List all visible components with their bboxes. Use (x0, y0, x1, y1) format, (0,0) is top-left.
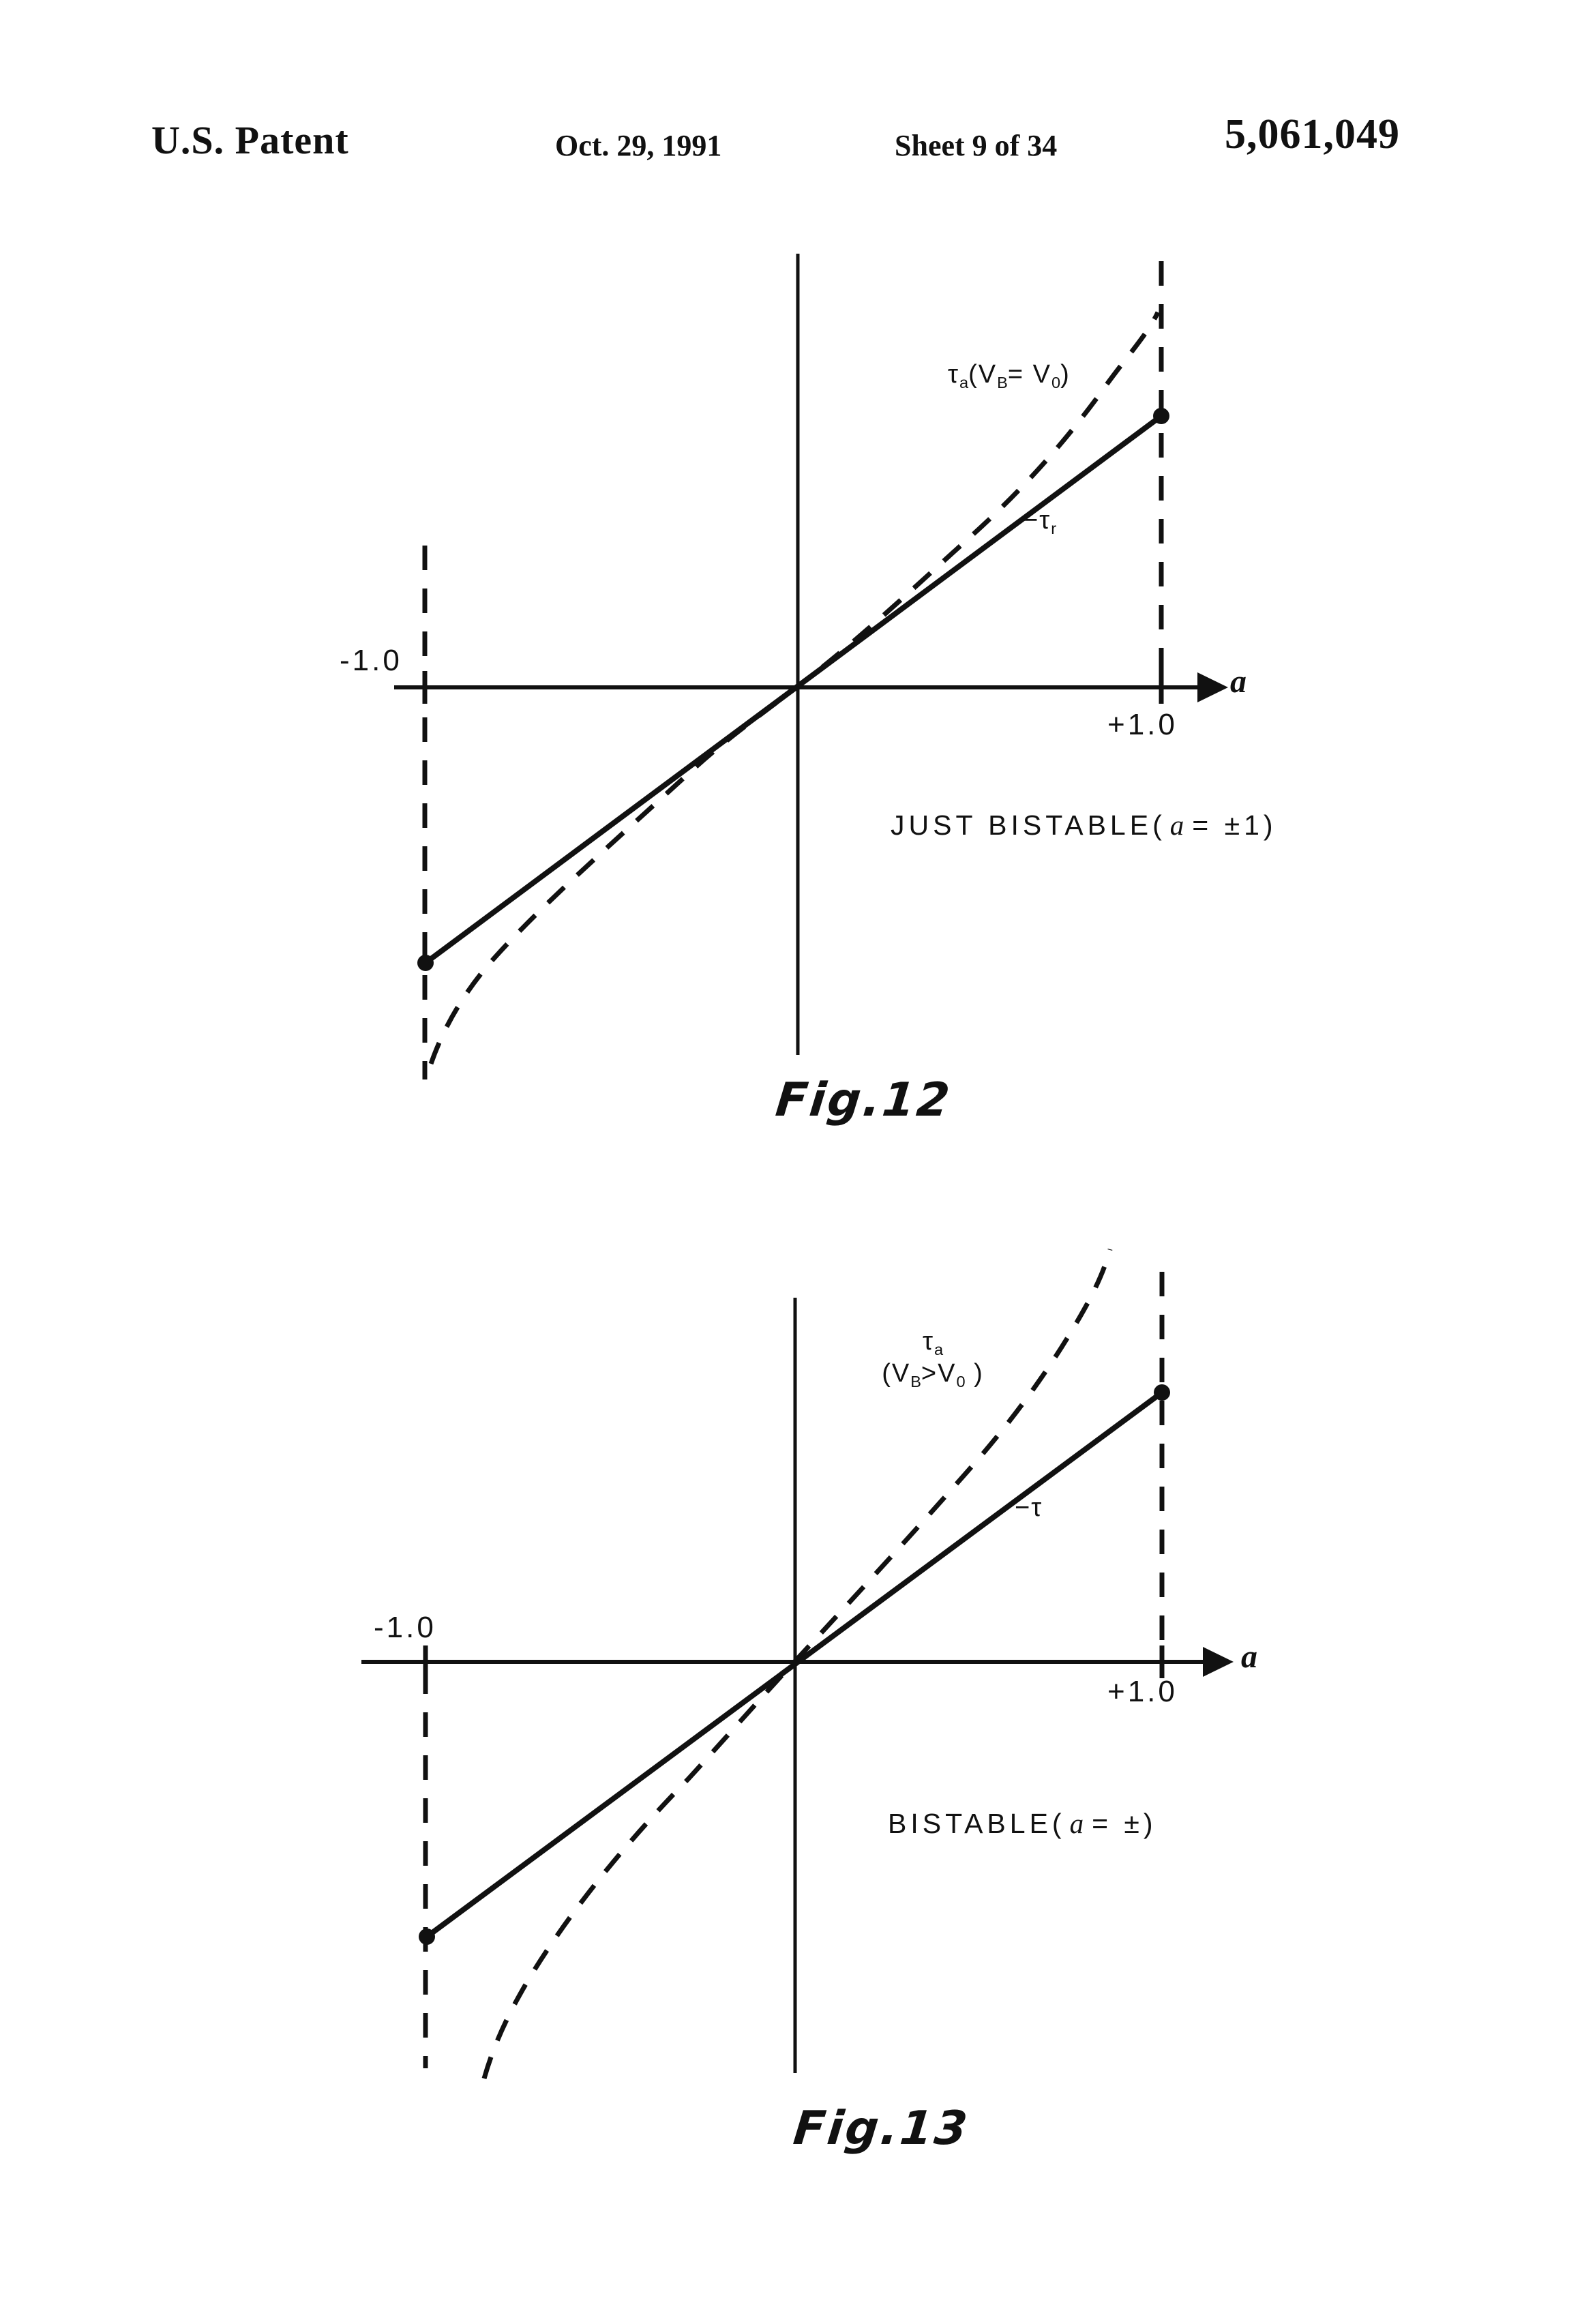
fig13-curve-label-tau: τ (922, 1327, 934, 1356)
fig13-solid-line-tau (425, 1390, 1164, 1939)
fig13-line-label: −τ (1015, 1493, 1043, 1525)
patent-header-date: Oct. 29, 1991 (555, 129, 722, 162)
fig13-plot (361, 1249, 1234, 2079)
fig13-endpoint-dot-left (419, 1928, 435, 1945)
fig13-curve-label: τa (VB>V0 ) (851, 1327, 1015, 1391)
fig12-dashed-curve-tau-a (428, 311, 1161, 1065)
fig12-tick-label-left: -1.0 (340, 644, 402, 677)
fig12-caption: Fig.12 (773, 1073, 955, 1127)
fig12-plot (394, 254, 1228, 1079)
fig12-endpoint-dot-right (1153, 408, 1169, 424)
fig12-curve-label-sub-b: B (997, 374, 1008, 392)
fig13-line-label-text: −τ (1015, 1493, 1043, 1522)
fig13-curve-label-p3: ) (965, 1359, 984, 1388)
fig12-curve-label-p1: (V (968, 360, 998, 389)
patent-header-title: U.S. Patent (151, 118, 349, 162)
fig12-line-label-sub: r (1051, 520, 1057, 538)
fig13-tick-label-right: +1.0 (1107, 1675, 1178, 1708)
fig13-curve-label-tau-sub: a (934, 1341, 944, 1359)
fig12-curve-label: τa(VB= V0) (948, 360, 1071, 392)
fig12-x-axis-arrowhead (1197, 672, 1228, 702)
fig13-curve-label-sub-b: B (910, 1373, 921, 1391)
fig13-annotation: BISTABLE(a = ±) (888, 1807, 1157, 1840)
fig12-curve-label-tau: τ (948, 360, 960, 389)
fig12-curve-label-p2: = V (1007, 360, 1051, 389)
fig12-line-label: −τr (1023, 506, 1056, 538)
fig13-curve-label-sub-0: 0 (956, 1373, 966, 1391)
fig12-line-label-text: −τ (1023, 506, 1051, 535)
fig13-annotation-prefix: BISTABLE( (888, 1808, 1066, 1839)
fig13-curve-label-line1: τa (851, 1327, 1015, 1359)
fig12-curve-label-sub-0: 0 (1051, 374, 1061, 392)
fig13-curve-label-p2: >V (921, 1359, 957, 1388)
fig12-curve-label-tau-sub: a (959, 374, 969, 392)
fig12-annotation-suffix: = ±1) (1192, 809, 1277, 841)
fig12-tick-label-right: +1.0 (1107, 708, 1178, 741)
fig13-dashed-curve-tau-a (481, 1249, 1113, 2079)
fig12-annotation-var: a (1169, 809, 1189, 841)
patent-header-sheet: Sheet 9 of 34 (895, 129, 1058, 162)
fig12-endpoint-dot-left (417, 955, 434, 971)
fig13-annotation-var: a (1069, 1808, 1088, 1839)
fig13-x-axis-label: a (1241, 1639, 1257, 1675)
fig12-annotation-prefix: JUST BISTABLE( (891, 809, 1166, 841)
fig13-tick-label-left: -1.0 (374, 1611, 436, 1644)
fig12-annotation: JUST BISTABLE(a = ±1) (891, 809, 1277, 841)
fig13-x-axis-arrowhead (1203, 1647, 1234, 1677)
fig13-curve-label-p1: (V (882, 1359, 911, 1388)
patent-header-number: 5,061,049 (1225, 111, 1400, 158)
fig12-curve-label-p3: ) (1060, 360, 1071, 389)
fig13-annotation-suffix: = ±) (1092, 1808, 1157, 1839)
fig12-x-axis-label: a (1230, 664, 1247, 700)
fig13-endpoint-dot-right (1154, 1384, 1170, 1401)
fig13-caption: Fig.13 (790, 2102, 972, 2156)
fig13-curve-label-line2: (VB>V0 ) (851, 1359, 1015, 1391)
